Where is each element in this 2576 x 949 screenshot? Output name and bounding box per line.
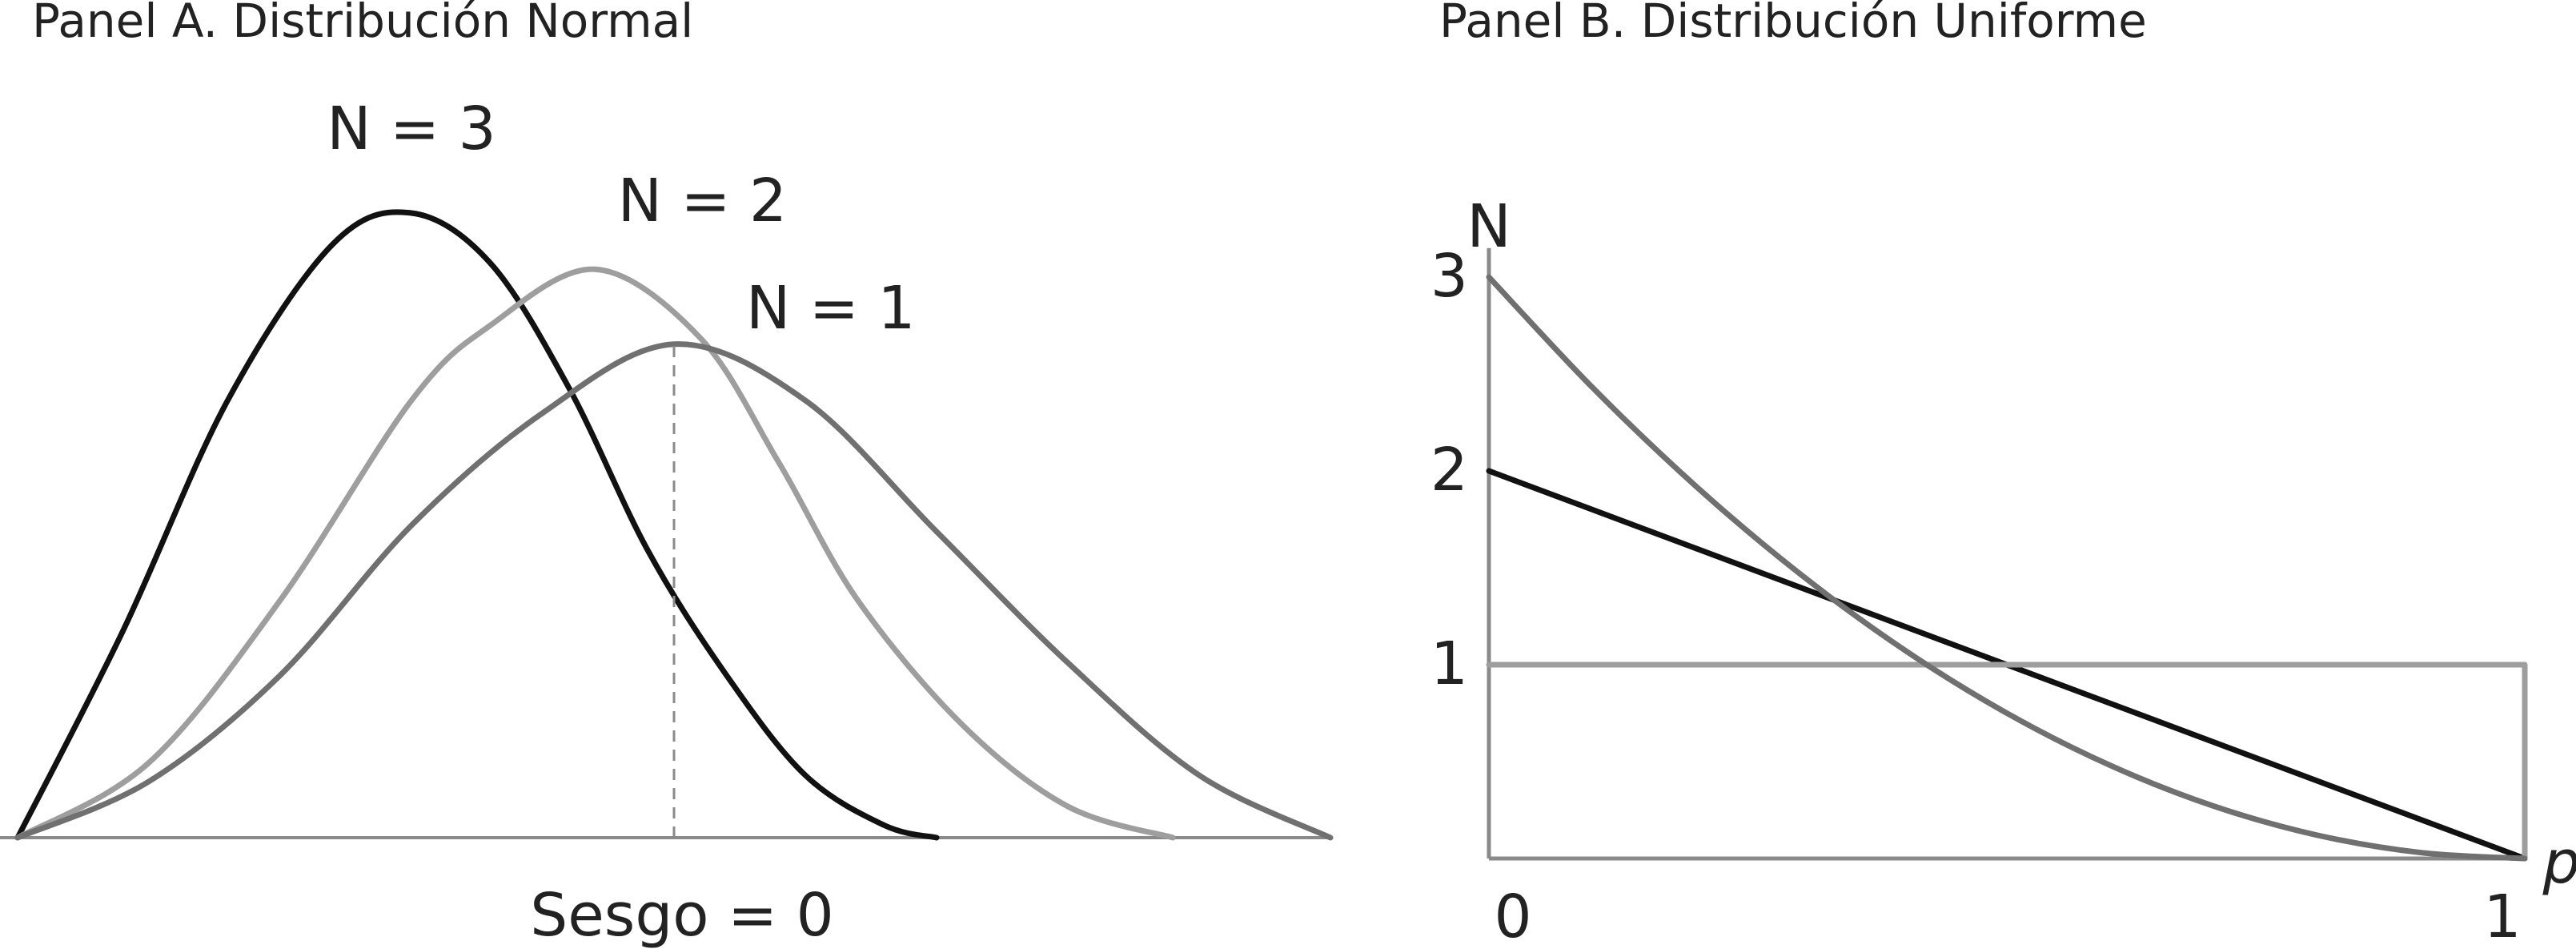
panel-a-series-line-3 bbox=[14, 341, 1334, 841]
panel-b-series-line-2 bbox=[1486, 661, 2528, 862]
panel-b-series-line-3 bbox=[1486, 274, 2528, 862]
panel-b-ytick-label-1: 1 bbox=[1430, 629, 1468, 698]
panel-a-series-line-1 bbox=[14, 209, 940, 841]
panel-b-x-axis-label: p bbox=[2542, 828, 2576, 897]
panel-b-xtick-label-0: 0 bbox=[1494, 883, 1531, 949]
panel-b-xtick-label-1: 1 bbox=[2483, 883, 2521, 949]
panel-b-ytick-label-2: 2 bbox=[1430, 436, 1468, 505]
panel-a-chart: N = 3 N = 2 N = 1 Sesgo = 0 bbox=[0, 94, 1334, 949]
panel-a-title: Panel A. Distribución Normal bbox=[32, 0, 693, 48]
panel-a-series-label-2: N = 2 bbox=[618, 167, 788, 235]
panel-b-y-axis-label: N bbox=[1467, 192, 1511, 261]
panel-a-skew-annotation: Sesgo = 0 bbox=[530, 881, 833, 949]
panel-a-series-label-1: N = 3 bbox=[327, 94, 496, 163]
panel-b-ytick-label-3: 3 bbox=[1430, 242, 1468, 311]
panel-b-chart: 1 2 3 0 1 Np bbox=[1430, 192, 2576, 949]
panel-a-series-label-3: N = 1 bbox=[746, 274, 916, 343]
panel-b-title: Panel B. Distribución Uniforme bbox=[1439, 0, 2147, 48]
panel-a-series-line-2 bbox=[14, 266, 1176, 841]
